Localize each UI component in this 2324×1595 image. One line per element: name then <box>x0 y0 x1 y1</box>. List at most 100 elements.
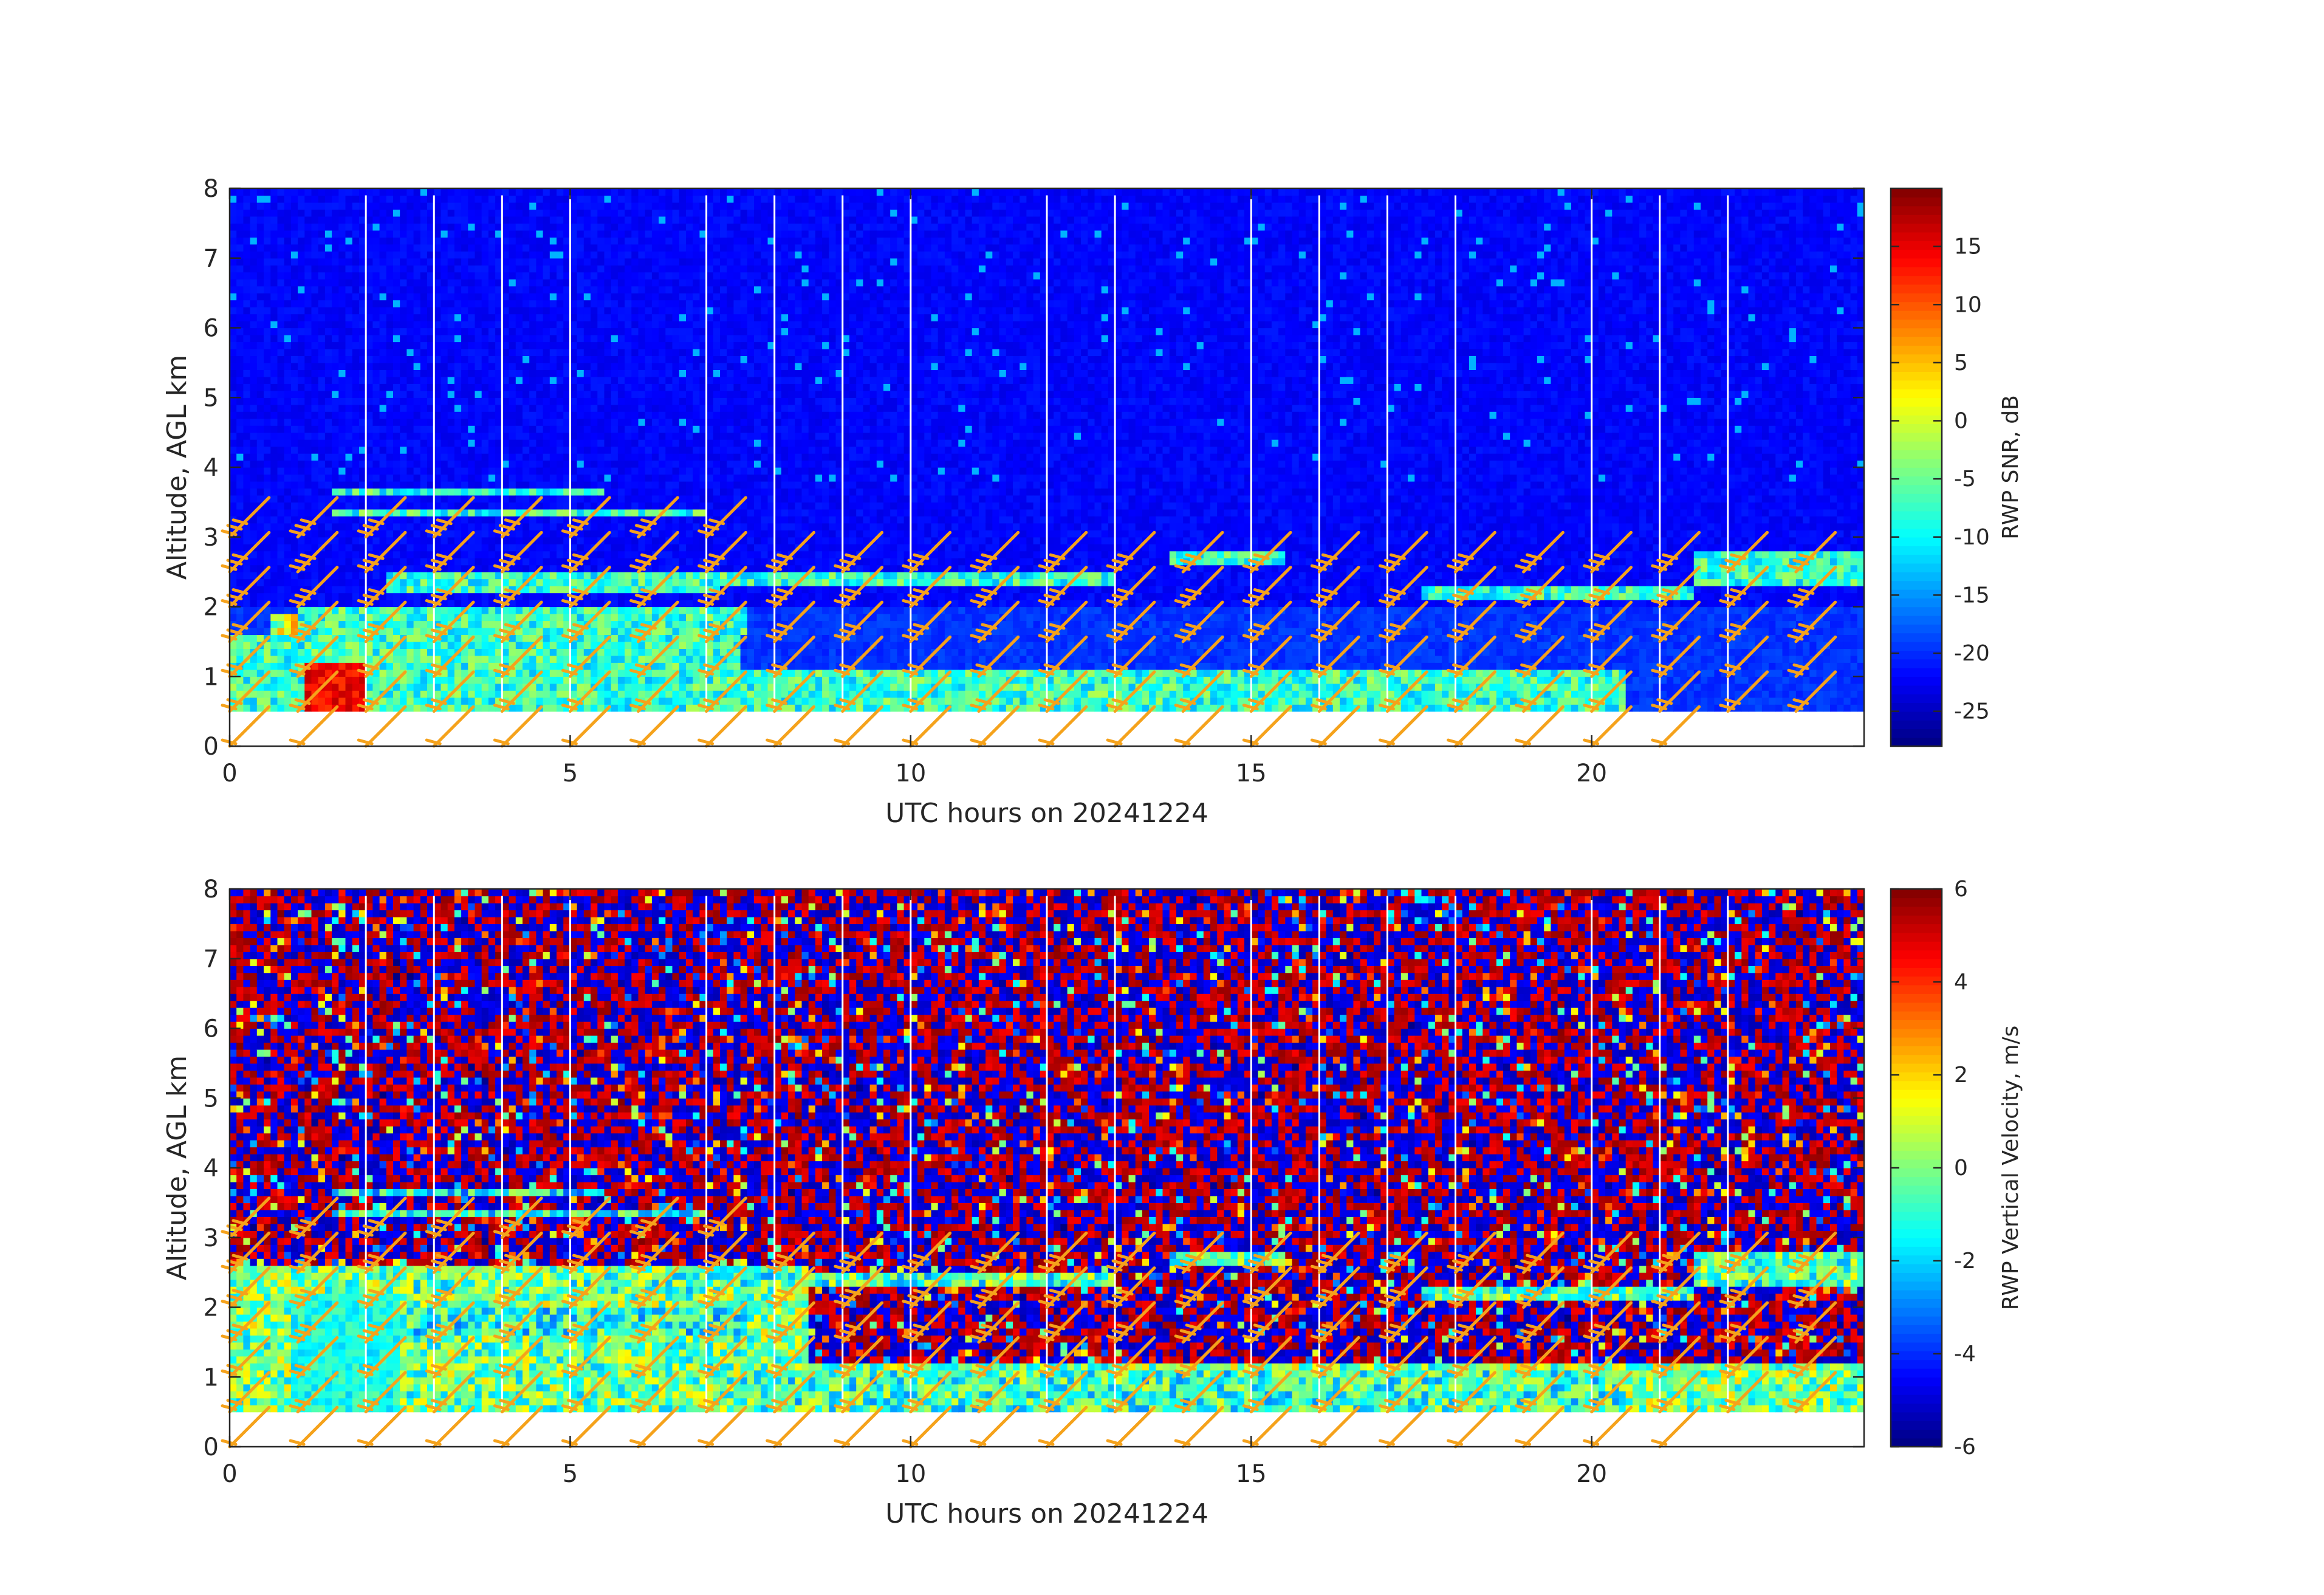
heatmap-cell <box>557 209 564 216</box>
heatmap-cell <box>325 662 332 670</box>
heatmap-cell <box>461 447 468 454</box>
heatmap-cell <box>516 453 523 461</box>
heatmap-cell <box>570 251 577 258</box>
heatmap-cell <box>236 648 244 656</box>
heatmap-cell <box>611 690 619 698</box>
heatmap-cell <box>584 293 591 300</box>
heatmap-cell <box>550 433 557 440</box>
heatmap-cell <box>584 467 591 475</box>
heatmap-cell <box>304 272 312 280</box>
heatmap-cell <box>516 237 523 244</box>
heatmap-cell <box>591 349 598 356</box>
heatmap-cell <box>406 502 414 509</box>
heatmap-cell <box>352 656 360 663</box>
heatmap-cell <box>625 369 632 377</box>
heatmap-cell <box>393 342 400 349</box>
heatmap-cell <box>591 698 598 705</box>
heatmap-cell <box>393 656 400 663</box>
heatmap-cell <box>278 265 285 272</box>
heatmap-cell <box>509 314 516 321</box>
heatmap-cell <box>468 202 475 210</box>
heatmap-cell <box>366 684 373 691</box>
heatmap-cell <box>631 363 639 370</box>
heatmap-cell <box>230 307 237 314</box>
heatmap-cell <box>278 411 285 419</box>
heatmap-cell <box>278 495 285 503</box>
heatmap-cell <box>461 265 468 272</box>
heatmap-cell <box>236 188 244 196</box>
heatmap-cell <box>482 272 489 280</box>
heatmap-cell <box>366 328 373 335</box>
heatmap-cell <box>332 230 339 238</box>
heatmap-cell <box>557 349 564 356</box>
heatmap-cell <box>509 237 516 244</box>
heatmap-cell <box>543 349 550 356</box>
heatmap-cell <box>278 425 285 433</box>
heatmap-cell <box>577 335 584 342</box>
heatmap-cell <box>393 377 400 384</box>
heatmap-cell <box>482 335 489 342</box>
heatmap-cell <box>611 447 619 454</box>
heatmap-cell <box>631 684 639 691</box>
heatmap-cell <box>298 425 305 433</box>
heatmap-cell <box>257 251 264 258</box>
heatmap-cell <box>325 523 332 530</box>
heatmap-cell <box>529 369 536 377</box>
heatmap-cell <box>318 272 326 280</box>
heatmap-cell <box>400 397 407 405</box>
heatmap-cell <box>475 551 482 558</box>
heatmap-cell <box>393 425 400 433</box>
heatmap-cell <box>236 642 244 649</box>
heatmap-cell <box>625 453 632 461</box>
heatmap-cell <box>230 495 237 503</box>
heatmap-cell <box>550 377 557 384</box>
heatmap-cell <box>482 314 489 321</box>
heatmap-cell <box>393 272 400 280</box>
heatmap-cell <box>482 397 489 405</box>
heatmap-cell <box>236 383 244 391</box>
heatmap-cell <box>298 363 305 370</box>
heatmap-cell <box>346 530 353 537</box>
heatmap-cell <box>448 642 455 649</box>
heatmap-cell <box>420 690 428 698</box>
heatmap-cell <box>618 237 625 244</box>
heatmap-cell <box>414 642 421 649</box>
heatmap-cell <box>577 307 584 314</box>
heatmap-cell <box>591 223 598 230</box>
heatmap-cell <box>243 419 250 426</box>
heatmap-cell <box>618 196 625 203</box>
heatmap-cell <box>536 230 543 238</box>
heatmap-cell <box>461 335 468 342</box>
heatmap-cell <box>332 405 339 412</box>
heatmap-cell <box>639 648 646 656</box>
heatmap-cell <box>570 690 577 698</box>
heatmap-cell <box>346 698 353 705</box>
heatmap-cell <box>304 202 312 210</box>
heatmap-cell <box>577 467 584 475</box>
heatmap-cell <box>400 355 407 363</box>
heatmap-cell <box>312 634 319 642</box>
heatmap-cell <box>448 565 455 572</box>
heatmap-cell <box>298 453 305 461</box>
heatmap-cell <box>631 188 639 196</box>
heatmap-cell <box>236 572 244 579</box>
heatmap-cell <box>230 328 237 335</box>
heatmap-cell <box>611 614 619 621</box>
heatmap-cell <box>284 433 292 440</box>
heatmap-cell <box>529 349 536 356</box>
heatmap-cell <box>482 620 489 628</box>
heatmap-cell <box>406 188 414 196</box>
heatmap-cell <box>325 620 332 628</box>
heatmap-cell <box>475 251 482 258</box>
heatmap-cell <box>488 648 496 656</box>
heatmap-cell <box>557 593 564 600</box>
heatmap-cell <box>631 614 639 621</box>
heatmap-cell <box>536 684 543 691</box>
heatmap-cell <box>611 530 619 537</box>
heatmap-cell <box>536 391 543 398</box>
heatmap-cell <box>529 188 536 196</box>
heatmap-cell <box>264 314 271 321</box>
heatmap-cell <box>406 537 414 544</box>
heatmap-cell <box>325 453 332 461</box>
heatmap-cell <box>338 642 346 649</box>
